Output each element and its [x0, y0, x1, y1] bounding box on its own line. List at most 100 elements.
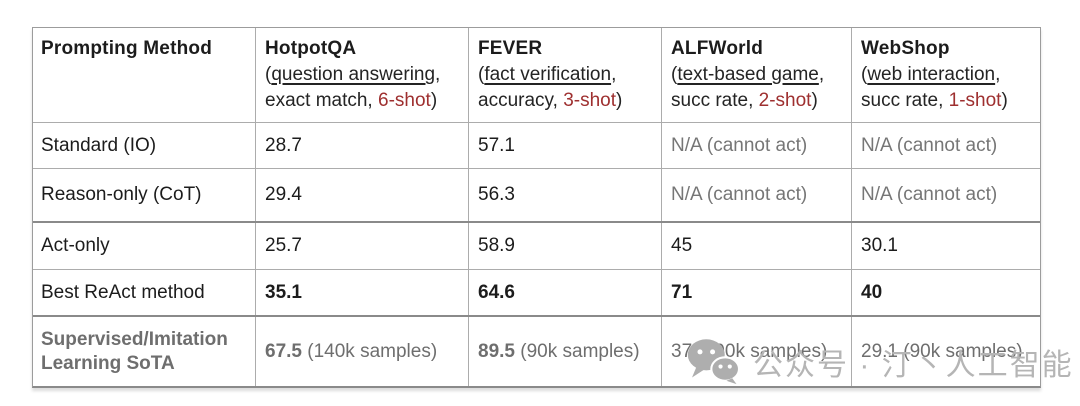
- text-segment: 25.7: [265, 235, 302, 256]
- text-segment: exact match,: [265, 90, 378, 111]
- benchmark-subtitle-line1: (question answering,: [265, 62, 462, 88]
- text-segment: N/A (cannot act): [671, 134, 808, 156]
- value-cell: 67.5 (140k samples): [255, 317, 468, 386]
- column-header-alfworld: ALFWorld (text-based game, succ rate, 2-sh…: [661, 28, 851, 122]
- text-segment: N/A (cannot act): [671, 184, 808, 205]
- text-segment: ): [430, 90, 438, 111]
- cell-value: N/A (cannot act): [671, 135, 807, 157]
- text-segment: fact verification: [484, 64, 612, 85]
- text-segment: Reason-only (CoT): [41, 184, 202, 206]
- benchmark-subtitle-line1: (text-based game,: [671, 62, 845, 88]
- wechat-icon: [686, 338, 740, 385]
- benchmark-name: WebShop: [861, 38, 950, 59]
- text-segment: ): [1001, 90, 1008, 111]
- value-cell: 40: [851, 270, 1040, 315]
- text-segment: 57.1: [478, 134, 515, 156]
- value-cell: 71: [661, 270, 851, 315]
- text-segment: (: [478, 64, 485, 85]
- text-segment: 35.1: [265, 281, 302, 303]
- cell-value: 56.3: [478, 184, 515, 206]
- cell-value: N/A (cannot act): [861, 135, 997, 157]
- text-segment: Supervised/Imitation Learning SoTA: [41, 328, 228, 374]
- table-row: Standard (IO) 28.7 57.1 N/A (cannot act) N/A…: [33, 122, 1040, 168]
- cell-value: 30.1: [861, 235, 898, 257]
- value-cell: 30.1: [851, 223, 1040, 269]
- text-segment: N/A (cannot act): [861, 134, 998, 156]
- text-segment: (: [671, 64, 678, 85]
- cell-value: 45: [671, 235, 692, 257]
- value-cell: N/A (cannot act): [851, 123, 1040, 168]
- row-label-cell: Supervised/Imitation Learning SoTA: [33, 317, 255, 386]
- row-label: Standard (IO): [41, 134, 156, 158]
- value-cell: 64.6: [468, 270, 661, 315]
- text-segment: Standard (IO): [41, 134, 157, 156]
- cell-value: 35.1: [265, 282, 302, 304]
- cell-value: 58.9: [478, 235, 515, 257]
- cell-value: N/A (cannot act): [671, 184, 807, 206]
- row-label-cell: Act-only: [33, 223, 255, 269]
- table-row: Reason-only (CoT) 29.4 56.3 N/A (cannot act…: [33, 168, 1040, 221]
- text-segment: 29.4: [265, 184, 302, 205]
- text-segment: (: [861, 64, 868, 85]
- text-segment: (90k samples): [514, 340, 640, 362]
- benchmark-subtitle-line2: succ rate, 1-shot): [861, 88, 1034, 114]
- benchmark-name: ALFWorld: [671, 38, 764, 59]
- cell-value: 64.6: [478, 282, 515, 304]
- cell-value: 67.5 (140k samples): [265, 341, 437, 363]
- text-segment: 58.9: [478, 235, 515, 256]
- text-segment: 40: [861, 281, 883, 303]
- value-cell: 28.7: [255, 123, 468, 168]
- text-segment: 71: [671, 281, 693, 303]
- row-label-cell: Standard (IO): [33, 123, 255, 168]
- cell-value: 29.1 (90k samples): [861, 341, 1023, 363]
- cell-value: 25.7: [265, 235, 302, 257]
- value-cell: 58.9: [468, 223, 661, 269]
- text-segment: 56.3: [478, 184, 515, 205]
- row-label: Best ReAct method: [41, 281, 205, 305]
- cell-value: 71: [671, 282, 692, 304]
- text-segment: 3-shot: [563, 90, 616, 111]
- row-label: Act-only: [41, 234, 110, 258]
- table-row: Act-only 25.7 58.9 45 30.1: [33, 221, 1040, 269]
- cell-value: N/A (cannot act): [861, 184, 997, 206]
- cell-value: 28.7: [265, 135, 302, 157]
- column-header-hotpotqa: HotpotQA (question answering, exact match,…: [255, 28, 468, 122]
- text-segment: 1-shot: [948, 90, 1002, 111]
- cell-value: 89.5 (90k samples): [478, 341, 640, 363]
- value-cell: 25.7: [255, 223, 468, 269]
- text-segment: text-based game: [677, 64, 819, 85]
- text-segment: ,: [995, 64, 1001, 85]
- value-cell: 35.1: [255, 270, 468, 315]
- text-segment: (: [265, 64, 272, 85]
- column-header-label: Prompting Method: [41, 38, 213, 59]
- text-segment: 28.7: [265, 134, 302, 156]
- text-segment: ,: [611, 64, 617, 85]
- value-cell: 57.1: [468, 123, 661, 168]
- value-cell: N/A (cannot act): [661, 169, 851, 221]
- column-header-webshop: WebShop (web interaction, succ rate, 1-sho…: [851, 28, 1040, 122]
- value-cell: 29.4: [255, 169, 468, 221]
- value-cell: 29.1 (90k samples): [851, 317, 1040, 386]
- value-cell: 56.3: [468, 169, 661, 221]
- text-segment: 89.5: [478, 340, 515, 362]
- text-segment: ,: [435, 64, 441, 85]
- text-segment: ): [616, 90, 623, 111]
- text-segment: accuracy,: [478, 90, 564, 111]
- text-segment: (140k samples): [301, 340, 438, 362]
- benchmark-subtitle-line2: accuracy, 3-shot): [478, 88, 655, 114]
- text-segment: 64.6: [478, 281, 515, 303]
- text-segment: ,: [818, 64, 825, 85]
- text-segment: succ rate,: [861, 90, 949, 111]
- text-segment: Act-only: [41, 235, 110, 257]
- value-cell: N/A (cannot act): [851, 169, 1040, 221]
- benchmark-name: FEVER: [478, 38, 543, 59]
- benchmark-name: HotpotQA: [265, 38, 357, 59]
- row-label-cell: Reason-only (CoT): [33, 169, 255, 221]
- cell-value: 40: [861, 282, 882, 304]
- row-label: Supervised/Imitation Learning SoTA: [41, 328, 249, 376]
- cell-value: 29.4: [265, 184, 302, 206]
- table-row: Best ReAct method 35.1 64.6 71 40: [33, 269, 1040, 315]
- benchmark-subtitle-line1: (fact verification,: [478, 62, 655, 88]
- watermark-text: 公众号 · 汀丶人工智能: [753, 348, 1074, 382]
